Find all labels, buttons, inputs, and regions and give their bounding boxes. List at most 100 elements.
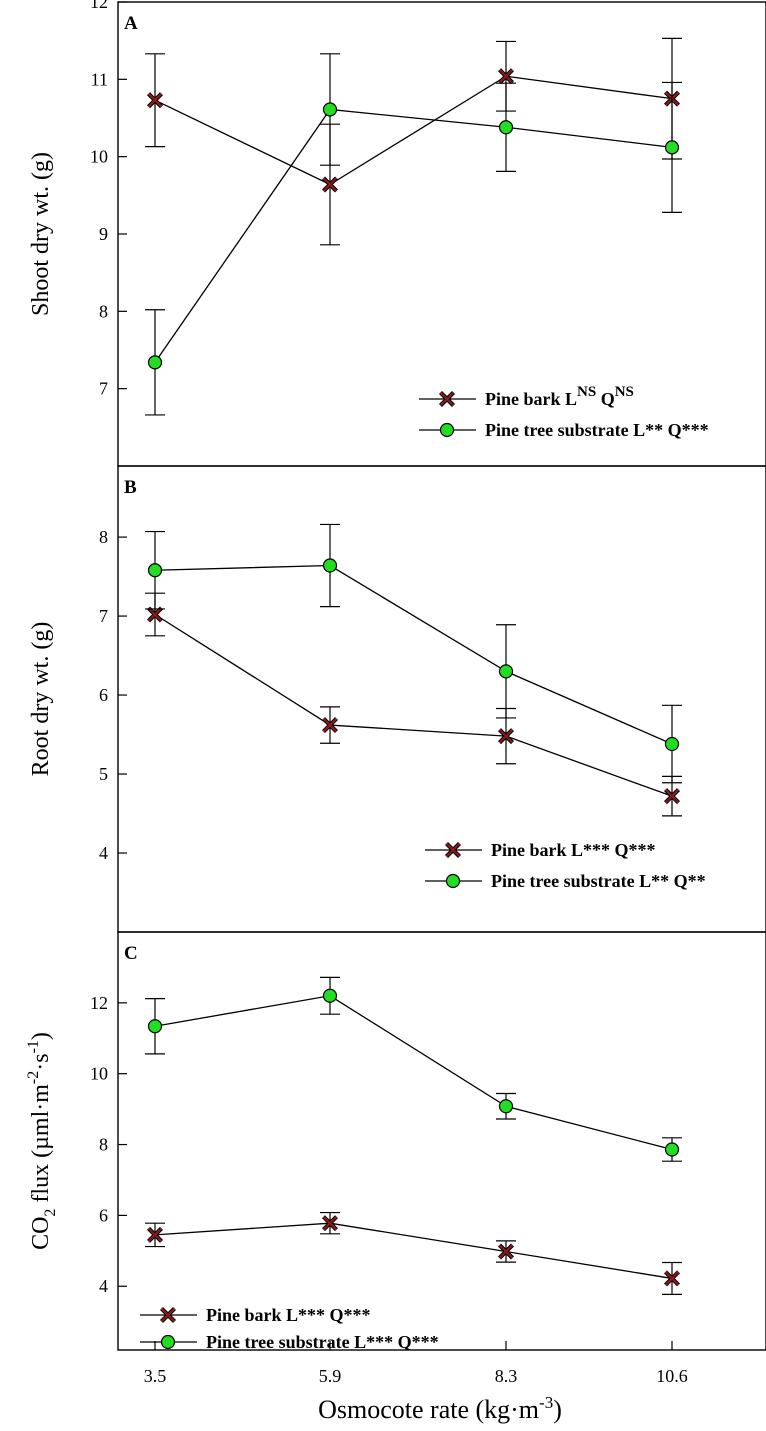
- data-point: [322, 717, 338, 734]
- legend-item-pine-bark: Pine bark L*** Q***: [140, 1305, 371, 1325]
- data-point: [322, 176, 338, 193]
- y-tick-label: 6: [99, 1205, 108, 1225]
- legend-item-pine-tree-substrate: Pine tree substrate L*** Q***: [140, 1332, 439, 1352]
- y-tick-label: 9: [99, 224, 108, 244]
- legend-label: Pine bark LNS QNS: [485, 384, 634, 409]
- data-point-stroke-b: [147, 607, 163, 622]
- legend-marker-stroke-b: [439, 391, 455, 407]
- x-axis-title: Osmocote rate (kg·m-3): [318, 1393, 562, 1424]
- data-point: [498, 664, 514, 679]
- data-point: [322, 558, 338, 573]
- data-point: [498, 1243, 514, 1260]
- data-point-stroke-b: [147, 92, 163, 108]
- data-point-stroke-b: [498, 728, 514, 744]
- legend-item-pine-bark: Pine bark LNS QNS: [419, 384, 634, 409]
- y-axis-title-part: -2: [25, 1071, 42, 1084]
- legend-label-part: Q: [596, 389, 615, 409]
- series-pine-bark: [145, 37, 682, 246]
- data-point: [147, 1226, 163, 1243]
- legend-label-part: Pine bark L*** Q***: [491, 840, 656, 860]
- y-tick-label: 4: [99, 1276, 108, 1296]
- legend-item-pine-bark: Pine bark L*** Q***: [425, 840, 656, 860]
- y-axis-title-part: CO: [28, 1217, 54, 1250]
- data-point-stroke-b: [498, 68, 514, 84]
- y-tick-label: 8: [99, 301, 108, 321]
- legend-label-part: Pine bark L: [485, 389, 577, 409]
- legend-label-part: NS: [577, 384, 596, 400]
- series-line: [154, 613, 673, 797]
- series-line: [154, 995, 673, 1151]
- legend-label-part: Pine tree substrate L** Q**: [491, 871, 706, 891]
- data-point: [664, 736, 680, 752]
- legend-item-pine-tree-substrate: Pine tree substrate L** Q***: [419, 420, 709, 440]
- panel-b: 4 5 6 7 8 B Root dry wt. (g) Pine bark L*** Q**…: [28, 465, 766, 933]
- legend-label-part: NS: [615, 384, 634, 400]
- panel-letter: C: [124, 943, 138, 964]
- data-point-stroke-b: [322, 717, 338, 733]
- y-tick-label: 12: [90, 0, 108, 12]
- y-axis-title-part: 2: [42, 1209, 59, 1217]
- panel-letter: A: [124, 13, 138, 34]
- y-tick-label: 10: [90, 1064, 108, 1084]
- data-point: [664, 788, 680, 805]
- x-tick-label: 5.9: [319, 1366, 342, 1386]
- x-tick-label: 10.6: [656, 1366, 688, 1386]
- data-point: [322, 102, 338, 117]
- data-point: [147, 355, 163, 370]
- y-axis-title: Root dry wt. (g): [28, 622, 54, 777]
- data-point: [498, 728, 514, 745]
- y-tick-label: 8: [99, 527, 108, 547]
- legend-label-part: Pine tree substrate L** Q***: [485, 420, 709, 440]
- series-pine-tree-substrate: [145, 53, 682, 416]
- series-line: [154, 564, 673, 745]
- legend-label-part: Pine tree substrate L*** Q***: [206, 1332, 439, 1352]
- data-point: [498, 120, 514, 135]
- y-axis-title: Shoot dry wt. (g): [28, 152, 54, 316]
- y-axis-title-part: flux (µml·m: [28, 1084, 54, 1209]
- legend-marker: [445, 873, 461, 889]
- data-point: [147, 563, 163, 578]
- data-point-stroke-b: [498, 1244, 514, 1259]
- legend-label: Pine tree substrate L** Q***: [485, 420, 709, 440]
- y-tick-label: 4: [99, 843, 108, 863]
- data-point: [322, 1215, 338, 1232]
- panel-frame: [117, 465, 766, 933]
- series-pine-bark: [145, 1211, 682, 1295]
- y-tick-label: 8: [99, 1135, 108, 1155]
- y-axis-title-part: -1: [25, 1040, 42, 1053]
- panel-c: 4 6 8 10 12 C CO2 flux (µml·m-2·s-1) Pine bark …: [25, 931, 766, 1352]
- legend-marker: [160, 1334, 176, 1350]
- data-point-stroke-b: [664, 788, 680, 804]
- data-point-stroke-b: [664, 1271, 680, 1286]
- series-line: [154, 75, 673, 186]
- legend-label: Pine tree substrate L** Q**: [491, 871, 706, 891]
- x-tick-label: 3.5: [144, 1366, 167, 1386]
- series-pine-tree-substrate: [145, 976, 682, 1162]
- legend-label: Pine bark L*** Q***: [206, 1305, 371, 1325]
- y-tick-label: 7: [99, 379, 108, 399]
- data-point: [147, 1019, 163, 1034]
- y-axis-title-part: ): [28, 1032, 54, 1040]
- legend-label: Pine bark L*** Q***: [491, 840, 656, 860]
- x-tick-label: 8.3: [495, 1366, 518, 1386]
- data-point: [498, 1099, 514, 1114]
- data-point: [664, 1270, 680, 1287]
- y-axis-title-part: ·s: [28, 1053, 54, 1070]
- legend-label: Pine tree substrate L*** Q***: [206, 1332, 439, 1352]
- y-tick-label: 10: [90, 147, 108, 167]
- series-pine-bark: [145, 592, 682, 817]
- data-point: [322, 988, 338, 1003]
- legend-marker: [160, 1307, 176, 1323]
- data-point: [498, 68, 514, 85]
- x-axis: 3.5 5.9 8.3 10.6: [144, 1341, 688, 1386]
- y-tick-label: 5: [99, 764, 108, 784]
- legend-marker: [439, 391, 455, 407]
- legend-label-part: Pine bark L*** Q***: [206, 1305, 371, 1325]
- legend: Pine bark L*** Q*** Pine tree substrate L…: [425, 840, 706, 891]
- data-point: [664, 1142, 680, 1157]
- legend-marker: [439, 422, 455, 438]
- data-point: [147, 92, 163, 109]
